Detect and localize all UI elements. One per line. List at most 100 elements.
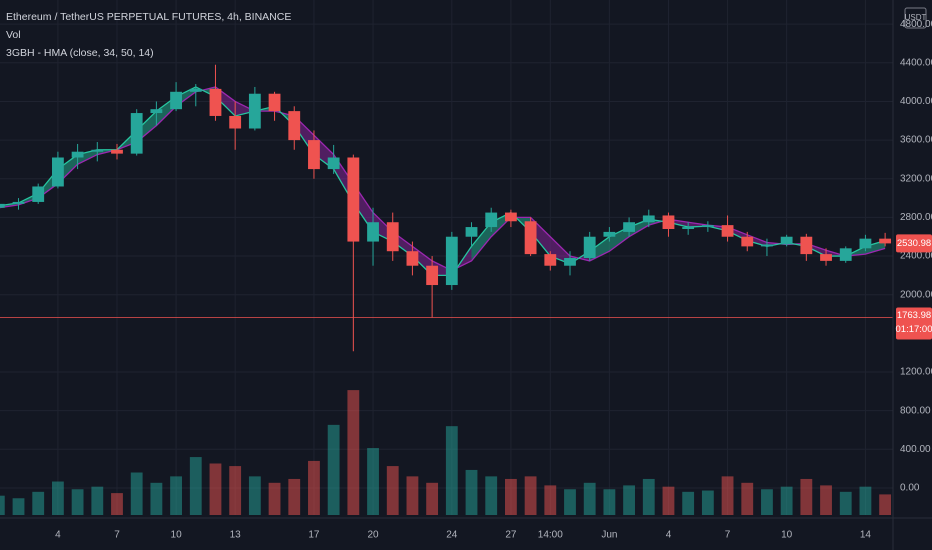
candle-body [564, 257, 576, 266]
volume-bar [347, 390, 360, 515]
last-price-tag [896, 234, 932, 253]
countdown-label: 01:17:00 [896, 324, 932, 335]
y-tick-label: 2000.00 [900, 289, 932, 300]
candle-body [800, 236, 813, 255]
candle-body [445, 236, 458, 286]
volume-bar [209, 463, 222, 515]
x-tick-label: 4 [666, 530, 672, 541]
candle-body [150, 109, 163, 114]
volume-bar [524, 476, 537, 515]
candle-body [682, 227, 695, 229]
y-tick-label: 3200.00 [900, 173, 932, 184]
candle-body [544, 254, 557, 266]
volume-bar [150, 482, 163, 515]
candle-body [603, 231, 616, 237]
candle-body [0, 203, 5, 208]
volume-bar [564, 489, 576, 515]
candle-body [504, 212, 517, 222]
volume-bar [603, 489, 616, 515]
x-tick-label: 20 [367, 530, 379, 541]
volume-bar [111, 493, 123, 515]
x-tick-label: 10 [171, 530, 183, 541]
y-tick-label: 2400.00 [900, 251, 932, 262]
volume-bar [701, 490, 714, 515]
x-tick-label: 10 [781, 530, 793, 541]
volume-bar [367, 448, 379, 515]
volume-bar [32, 491, 45, 515]
volume-bar [780, 486, 793, 515]
hma-line [0, 86, 886, 277]
candle-body [367, 222, 379, 242]
plot-area [0, 0, 893, 515]
y-tick-label: 3600.00 [900, 135, 932, 146]
volume-bar [406, 476, 419, 515]
candle-body [741, 236, 754, 247]
candle-body [268, 93, 281, 112]
candle-body [327, 157, 340, 170]
volume-bar [859, 486, 872, 515]
candle-body [859, 238, 872, 249]
x-tick-label: 14:00 [538, 530, 563, 541]
candle-body [111, 149, 123, 154]
volume-bar [91, 486, 104, 515]
volume-bar [544, 485, 557, 515]
volume-bar [288, 478, 301, 515]
x-tick-label: 27 [505, 530, 517, 541]
candle-body [839, 248, 852, 261]
hma-cloud [77, 149, 98, 165]
volume-bar [386, 466, 399, 515]
y-tick-label: 800.00 [900, 405, 931, 416]
x-tick-label: 7 [114, 530, 120, 541]
x-tick-label: 7 [725, 530, 731, 541]
y-tick-label: 4000.00 [900, 96, 932, 107]
candle-body [12, 201, 25, 204]
hma-cloud [629, 219, 649, 237]
volume-bar [327, 424, 340, 515]
volume-bar [504, 478, 517, 515]
x-tick-label: 4 [55, 530, 61, 541]
hma-cloud [471, 222, 492, 261]
indicator-label: 3GBH - HMA (close, 34, 50, 14) [6, 47, 154, 59]
volume-bar [268, 482, 281, 515]
candle-body [485, 212, 498, 228]
indicator-label: Vol [6, 29, 21, 41]
price-tag [896, 307, 932, 340]
volume-bar [820, 485, 832, 515]
candle-body [209, 88, 222, 116]
y-tick-label: 2800.00 [900, 212, 932, 223]
candle-body [524, 221, 537, 255]
x-tick-label: 14 [860, 530, 872, 541]
volume-bar [662, 486, 675, 515]
volume-bar [583, 482, 596, 515]
candle-body [426, 265, 439, 286]
candle-body [32, 186, 45, 202]
candle-body [465, 227, 478, 237]
volume-bar [308, 460, 320, 515]
volume-bar [800, 478, 813, 515]
volume-bar [721, 476, 734, 515]
candle-body [583, 236, 596, 258]
hma-line [0, 86, 886, 272]
candle-body [662, 215, 675, 229]
candle-body [130, 113, 143, 154]
currency-badge[interactable] [904, 7, 927, 29]
volume-bar [130, 472, 143, 515]
candle-body [780, 236, 793, 245]
volume-bar [623, 485, 635, 515]
last-price-label: 2530.98 [897, 238, 931, 249]
volume-bar [51, 481, 64, 515]
volume-bar [445, 426, 458, 515]
volume-bar [839, 491, 852, 515]
volume-bar [189, 457, 202, 515]
candle-body [701, 225, 714, 228]
y-tick-label: 0.00 [900, 483, 920, 494]
currency-label: USDT [905, 13, 927, 22]
x-tick-label: 17 [308, 530, 320, 541]
candle-body [51, 157, 64, 187]
x-tick-label: 13 [230, 530, 242, 541]
candle-body [170, 91, 182, 110]
price-tag-label: 1763.98 [897, 310, 931, 321]
volume-bar [879, 494, 892, 515]
candle-body [406, 251, 419, 266]
x-tick-label: Jun [601, 530, 617, 541]
